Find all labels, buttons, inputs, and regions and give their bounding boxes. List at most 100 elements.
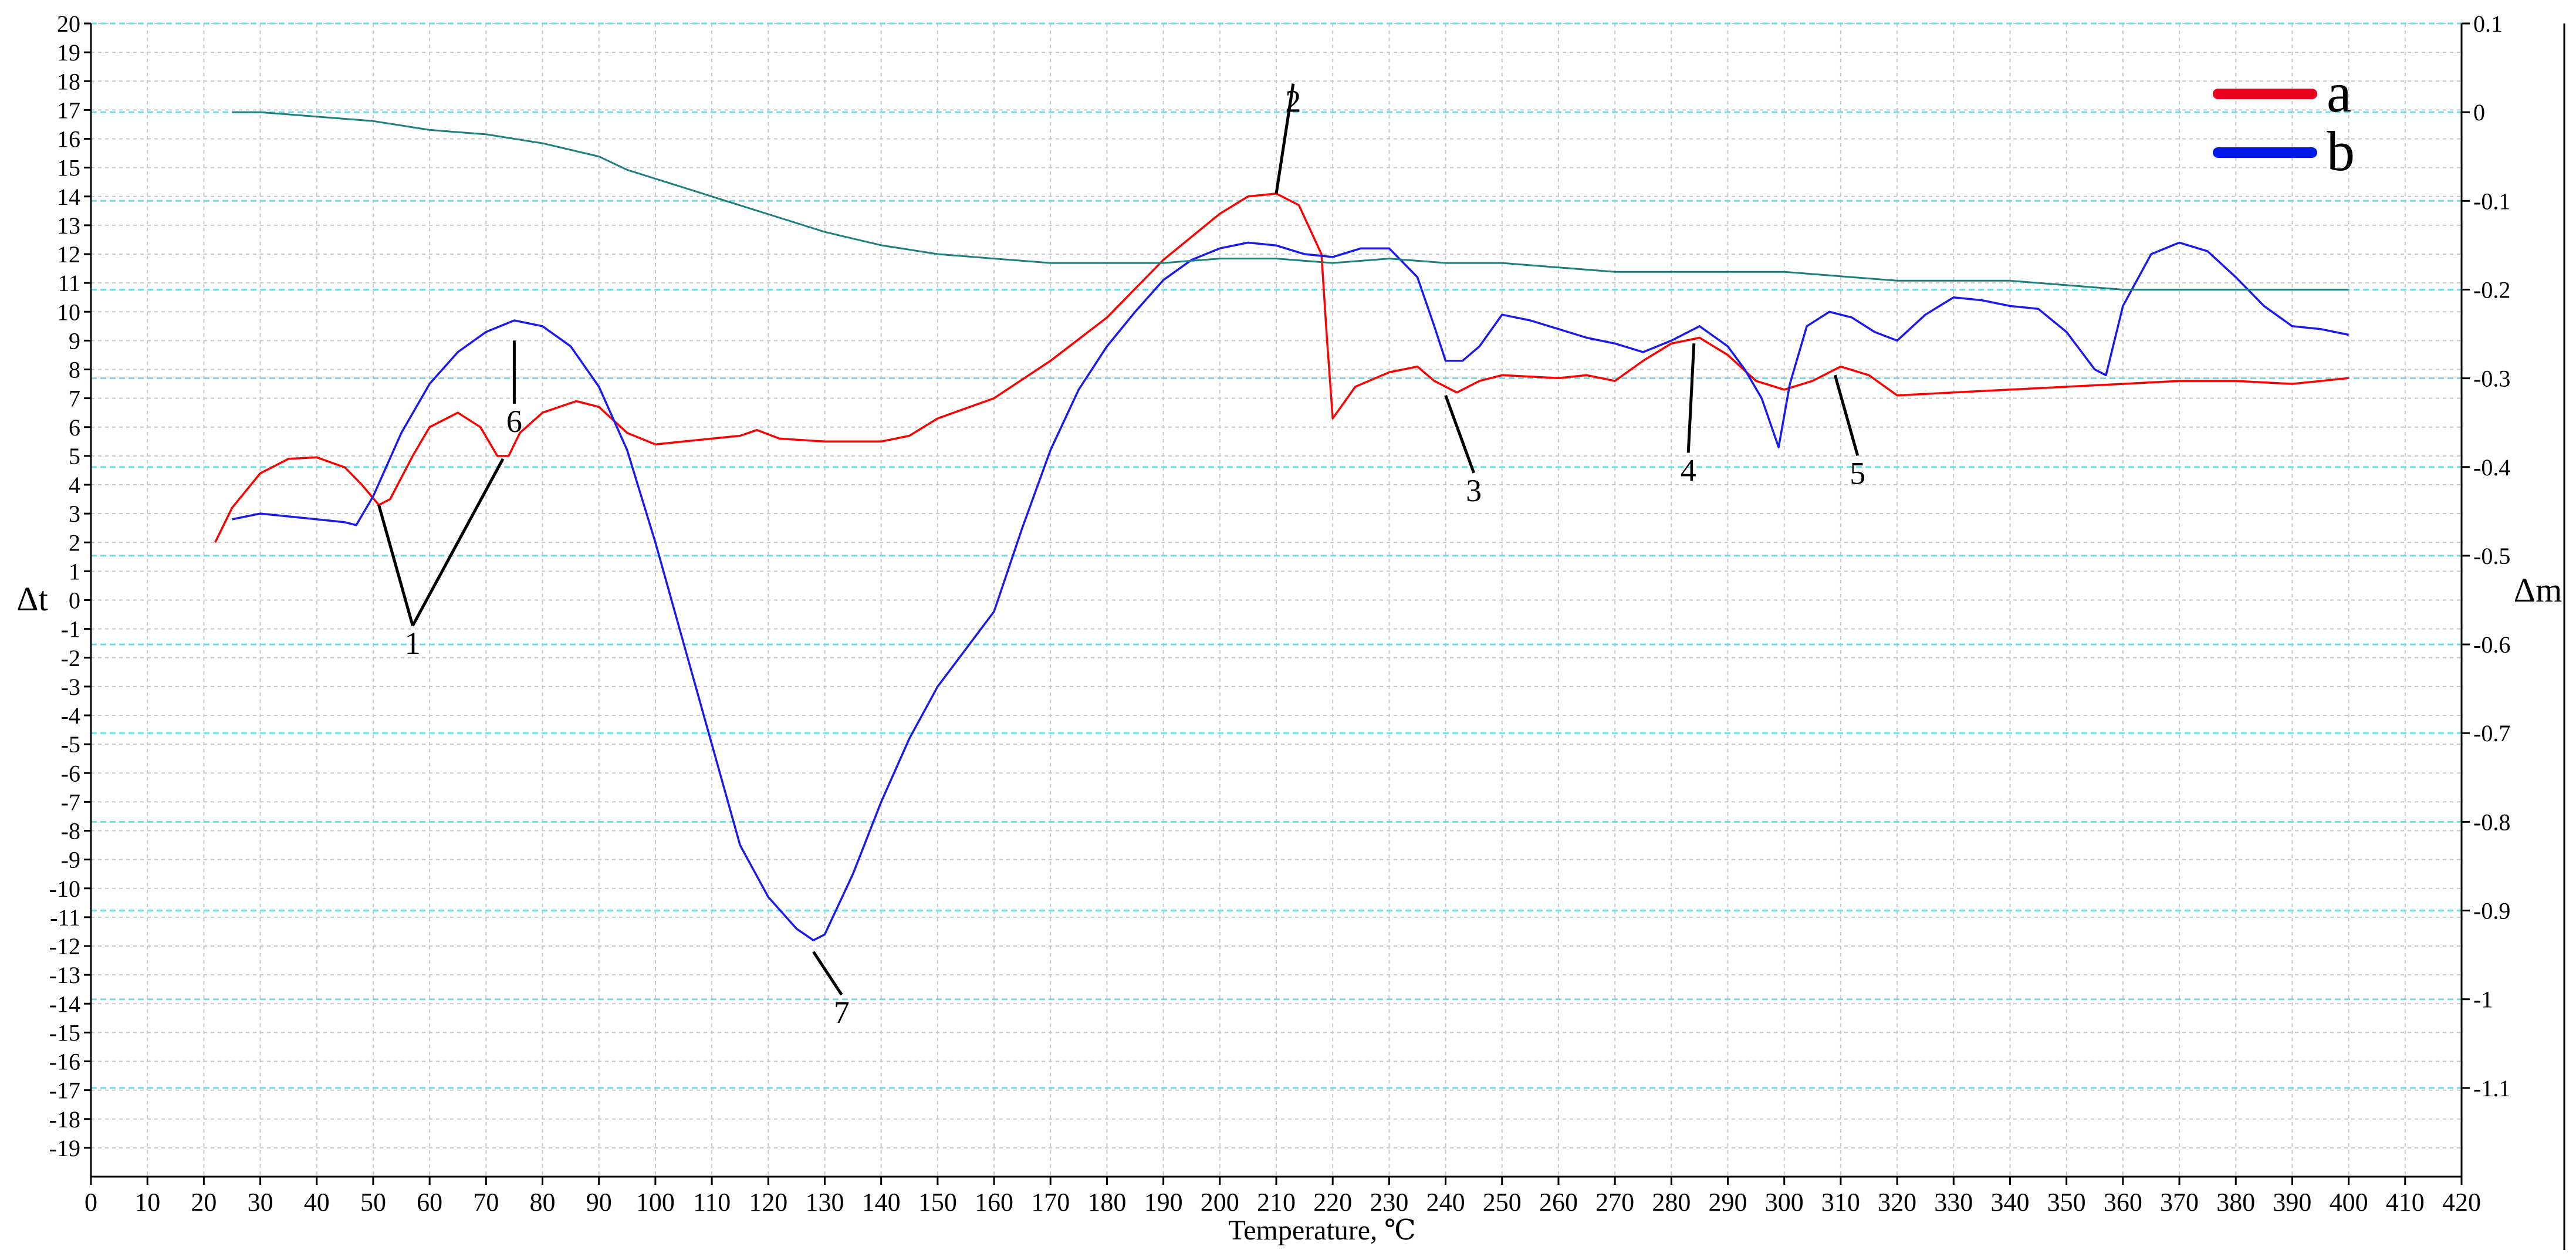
annotation-1-label: 1 <box>405 626 421 661</box>
y-right-tick-label: -1 <box>2473 987 2493 1013</box>
x-tick-label: 250 <box>1483 1188 1522 1217</box>
annotation-7-label: 7 <box>834 995 850 1030</box>
x-tick-label: 340 <box>1990 1188 2029 1217</box>
x-tick-label: 360 <box>2104 1188 2142 1217</box>
y-right-tick-label: -0.4 <box>2473 454 2510 481</box>
x-tick-label: 220 <box>1313 1188 1352 1217</box>
annotation-4-leader <box>1686 343 1696 453</box>
grid <box>90 22 2462 1177</box>
y-left-tick-label: 19 <box>57 39 80 66</box>
y-left-tick-label: 2 <box>69 529 80 556</box>
y-left-tick-label: 14 <box>57 184 80 210</box>
x-tick-label: 160 <box>975 1188 1013 1217</box>
y-right-tick-label: -0.9 <box>2473 898 2510 924</box>
y-left-tick-label: 10 <box>57 299 80 325</box>
x-tick-label: 210 <box>1257 1188 1296 1217</box>
annotation-5-label: 5 <box>1850 455 1865 491</box>
y-left-tick-label: 8 <box>69 357 80 383</box>
x-tick-label: 190 <box>1144 1188 1183 1217</box>
series-group <box>214 111 2349 941</box>
x-tick-label: 70 <box>473 1188 499 1217</box>
y-right-tick-label: -0.8 <box>2473 809 2510 835</box>
y-left-axis-label: Δt <box>16 580 48 618</box>
x-tick-label: 90 <box>586 1188 612 1217</box>
x-tick-label: 260 <box>1539 1188 1578 1217</box>
x-axis-label: Temperature, ℃ <box>1228 1215 1416 1246</box>
x-tick-label: 30 <box>248 1188 273 1217</box>
x-tick-label: 10 <box>134 1188 160 1217</box>
y-right-tick-label: -0.3 <box>2473 366 2510 392</box>
annotation-3-label: 3 <box>1466 473 1482 508</box>
y-left-tick-label: 5 <box>69 443 80 469</box>
axes: 0 10 20 30 40 50 60 70 80 90 100 110 120 130 140 150 160… <box>49 11 2565 1250</box>
x-tick-label: 80 <box>530 1188 556 1217</box>
y-right-tick-label: 0 <box>2473 99 2485 126</box>
x-tick-label: 400 <box>2330 1188 2368 1217</box>
x-tick-label: 100 <box>636 1188 675 1217</box>
series-b-line <box>232 241 2349 941</box>
x-tick-label: 140 <box>862 1188 901 1217</box>
y-left-tick-label: 11 <box>58 270 80 296</box>
mass-curve-line <box>232 111 2349 290</box>
x-tick-label: 40 <box>304 1188 330 1217</box>
x-tick-label: 150 <box>918 1188 957 1217</box>
x-tick-label: 390 <box>2273 1188 2311 1217</box>
x-tick-label: 200 <box>1201 1188 1239 1217</box>
y-left-tick-label: 17 <box>57 97 80 123</box>
y-right-axis-label: Δm <box>2514 571 2562 609</box>
annotation-5-leader <box>1833 374 1860 457</box>
x-tick-label: 180 <box>1087 1188 1126 1217</box>
x-tick-label: 170 <box>1031 1188 1070 1217</box>
y-left-tick-label: -18 <box>49 1106 80 1133</box>
y-left-tick-label: -9 <box>61 847 80 873</box>
x-tick-label: 380 <box>2216 1188 2255 1217</box>
y-left-tick-label: 7 <box>69 386 80 412</box>
y-left-tick-label: 0 <box>69 587 80 614</box>
x-tick-label: 240 <box>1426 1188 1465 1217</box>
y-right-tick-label: -0.5 <box>2473 543 2510 569</box>
y-right-tick-label: -1.1 <box>2473 1075 2510 1102</box>
annotation-4-label: 4 <box>1681 452 1696 488</box>
annotation-2-leader <box>1275 83 1295 194</box>
x-tick-label: 350 <box>2047 1188 2086 1217</box>
x-tick-label: 120 <box>749 1188 787 1217</box>
x-tick-label: 20 <box>191 1188 217 1217</box>
y-right-tick-label: 0.1 <box>2473 11 2503 37</box>
annotation-1-leader <box>411 458 505 627</box>
x-tick-label: 130 <box>805 1188 844 1217</box>
annotation-2-label: 2 <box>1285 84 1301 119</box>
y-left-tick-label: -2 <box>61 645 80 671</box>
x-tick-label: 230 <box>1370 1188 1408 1217</box>
series-a-line <box>214 192 2349 543</box>
y-right-tick-label: -0.7 <box>2473 720 2510 746</box>
x-tick-label: 300 <box>1765 1188 1804 1217</box>
y-left-tick-label: -10 <box>49 876 80 902</box>
y-left-tick-label: 18 <box>57 68 80 94</box>
y-left-tick-label: -4 <box>61 702 80 729</box>
x-tick-label: 410 <box>2386 1188 2425 1217</box>
y-left-tick-label: -5 <box>61 731 80 758</box>
y-left-tick-label: 1 <box>69 558 80 585</box>
x-tick-label: 320 <box>1878 1188 1916 1217</box>
y-left-tick-label: -15 <box>49 1019 80 1046</box>
x-tick-label: 370 <box>2160 1188 2199 1217</box>
y-left-tick-label: -12 <box>49 933 80 960</box>
x-tick-label: 420 <box>2442 1188 2481 1217</box>
y-left-tick-label: 20 <box>57 11 80 37</box>
y-left-tick-label: -14 <box>49 991 80 1017</box>
y-left-tick-label: -7 <box>61 789 80 815</box>
x-tick-label: 110 <box>693 1188 731 1217</box>
annotation-6-label: 6 <box>506 404 522 439</box>
y-left-tick-label: 16 <box>57 126 80 153</box>
y-left-tick-label: -17 <box>49 1077 80 1104</box>
y-left-tick-label: 6 <box>69 414 80 441</box>
legend-label-b: b <box>2327 120 2355 183</box>
labels-group: Temperature, ℃ Δt Δm <box>16 571 2562 1246</box>
y-left-tick-label: -16 <box>49 1049 80 1075</box>
annotation-7-leader <box>812 951 843 996</box>
y-left-tick-label: -11 <box>50 904 80 931</box>
y-left-tick-label: 3 <box>69 501 80 527</box>
y-left-tick-label: -8 <box>61 818 80 844</box>
